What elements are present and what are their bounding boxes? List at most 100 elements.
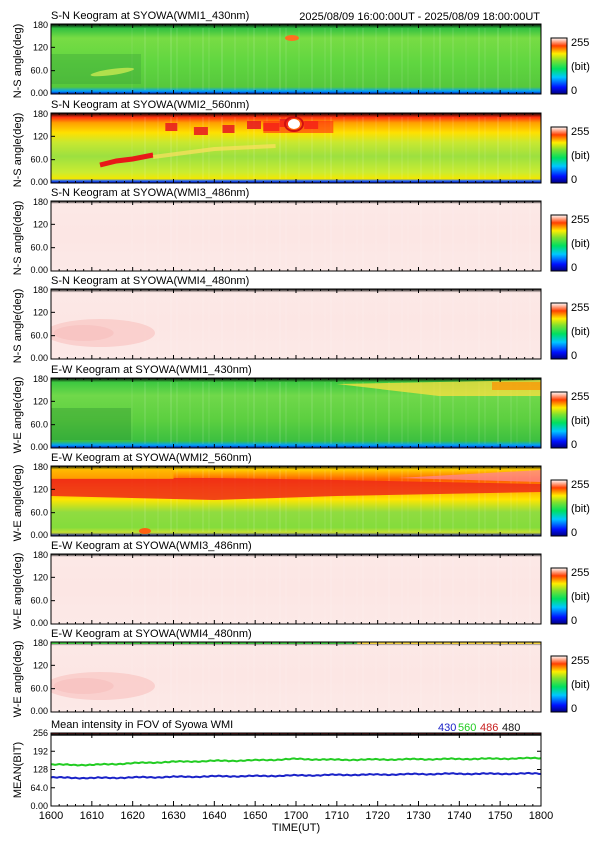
ytick-label: 120	[33, 131, 48, 141]
panel-title: S-N Keogram at SYOWA(WMI4_480nm)	[51, 275, 249, 287]
ytick-label: 60.0	[30, 66, 48, 76]
ytick-label: 120	[33, 484, 48, 494]
ytick-label: 60.0	[30, 420, 48, 430]
colorbar-max-label: 255	[571, 214, 589, 226]
colorbar-min-label: 0	[571, 527, 577, 539]
colorbar-min-label: 0	[571, 174, 577, 186]
keogram-panel-6: E-W Keogram at SYOWA(WMI2_560nm)180 120 60…	[12, 452, 590, 541]
colorbar-min-label: 0	[571, 262, 577, 274]
ytick-label: 180	[33, 197, 48, 207]
ytick-label: 0.00	[30, 177, 48, 187]
colorbar: 255 (bit) 0	[550, 126, 590, 186]
xtick-label: 1640	[202, 810, 226, 822]
xtick-label: 1630	[161, 810, 185, 822]
y-axis-label: N-S angle(deg)	[12, 24, 24, 99]
colorbar-min-label: 0	[571, 85, 577, 97]
colorbar-max-label: 255	[571, 567, 589, 579]
ytick-label: 120	[33, 219, 48, 229]
ytick-label: 180	[33, 20, 48, 30]
y-axis-label: N-S angle(deg)	[12, 201, 24, 276]
ytick-label: 60.0	[30, 508, 48, 518]
xtick-label: 1650	[243, 810, 267, 822]
colorbar: 255 (bit) 0	[550, 302, 590, 362]
colorbar: 255 (bit) 0	[550, 391, 590, 451]
colorbar: 255 (bit) 0	[550, 214, 590, 274]
ytick-label: 0.00	[30, 530, 48, 540]
chart-y-axis-label: MEAN(BIT)	[12, 742, 24, 798]
colorbar-max-label: 255	[571, 655, 589, 667]
colorbar: 255 (bit) 0	[550, 567, 590, 627]
legend-entry-430: 430	[438, 722, 456, 734]
time-range-label: 2025/08/09 16:00:00UT - 2025/08/09 18:00…	[299, 11, 540, 23]
xtick-label: 1720	[365, 810, 389, 822]
panel-title: E-W Keogram at SYOWA(WMI1_430nm)	[51, 364, 252, 376]
ytick-label: 60.0	[30, 155, 48, 165]
xtick-label: 1800	[529, 810, 553, 822]
panel-title: E-W Keogram at SYOWA(WMI2_560nm)	[51, 452, 252, 464]
colorbar-unit-label: (bit)	[571, 61, 590, 73]
ytick-label: 120	[33, 42, 48, 52]
ytick-label: 120	[33, 572, 48, 582]
keogram-panel-7: E-W Keogram at SYOWA(WMI3_486nm)180 120 60…	[12, 540, 590, 629]
ytick-label: 180	[33, 374, 48, 384]
ytick-label: 60.0	[30, 596, 48, 606]
ytick-label: 180	[33, 109, 48, 119]
colorbar-unit-label: (bit)	[571, 326, 590, 338]
colorbar-min-label: 0	[571, 350, 577, 362]
x-axis-label: TIME(UT)	[272, 822, 320, 834]
colorbar-unit-label: (bit)	[571, 150, 590, 162]
panel-title: S-N Keogram at SYOWA(WMI1_430nm)	[51, 10, 249, 22]
y-axis-label: W-E angle(deg)	[12, 553, 24, 630]
colorbar-min-label: 0	[571, 439, 577, 451]
colorbar-min-label: 0	[571, 615, 577, 627]
colorbar: 255 (bit) 0	[550, 479, 590, 539]
colorbar-unit-label: (bit)	[571, 503, 590, 515]
xtick-label: 1710	[325, 810, 349, 822]
chart-ytick-label: 64.0	[30, 783, 48, 793]
ytick-label: 180	[33, 285, 48, 295]
keogram-panel-3: S-N Keogram at SYOWA(WMI3_486nm)180 120 60…	[12, 187, 590, 275]
ytick-label: 0.00	[30, 442, 48, 452]
colorbar: 255 (bit) 0	[550, 655, 590, 715]
colorbar-unit-label: (bit)	[571, 415, 590, 427]
ytick-label: 120	[33, 396, 48, 406]
chart-ytick-label: 128	[33, 765, 48, 775]
legend-entry-480: 480	[502, 722, 520, 734]
colorbar-max-label: 255	[571, 302, 589, 314]
ytick-label: 0.00	[30, 618, 48, 628]
series-line-430	[50, 771, 542, 780]
xtick-label: 1750	[488, 810, 512, 822]
xtick-label: 1700	[284, 810, 308, 822]
ytick-label: 60.0	[30, 243, 48, 253]
keogram-panel-2: S-N Keogram at SYOWA(WMI2_560nm)180 120 60…	[12, 99, 590, 187]
y-axis-label: W-E angle(deg)	[12, 465, 24, 542]
panel-title: S-N Keogram at SYOWA(WMI2_560nm)	[51, 99, 249, 111]
mean-intensity-chart: Mean intensity in FOV of Syowa WMI 430 560…	[12, 719, 553, 834]
colorbar-max-label: 255	[571, 479, 589, 491]
ytick-label: 60.0	[30, 684, 48, 694]
xtick-label: 1610	[80, 810, 104, 822]
xtick-label: 1730	[406, 810, 430, 822]
ytick-label: 120	[33, 307, 48, 317]
colorbar-min-label: 0	[571, 703, 577, 715]
panel-title: S-N Keogram at SYOWA(WMI3_486nm)	[51, 187, 249, 199]
ytick-label: 180	[33, 550, 48, 560]
xtick-label: 1740	[447, 810, 471, 822]
chart-title: Mean intensity in FOV of Syowa WMI	[51, 719, 233, 731]
colorbar-unit-label: (bit)	[571, 679, 590, 691]
keogram-panel-4: S-N Keogram at SYOWA(WMI4_480nm)180 120 60…	[12, 275, 590, 363]
chart-ytick-label: 256	[33, 728, 48, 738]
y-axis-label: W-E angle(deg)	[12, 377, 24, 454]
chart-ytick-label: 192	[33, 746, 48, 756]
ytick-label: 0.00	[30, 88, 48, 98]
ytick-label: 120	[33, 660, 48, 670]
keogram-panels: S-N Keogram at SYOWA(WMI1_430nm)18012060…	[12, 10, 590, 717]
keogram-panel-5: E-W Keogram at SYOWA(WMI1_430nm)180 120 60…	[12, 364, 590, 453]
xtick-label: 1600	[39, 810, 63, 822]
ytick-label: 0.00	[30, 706, 48, 716]
xtick-label: 1620	[120, 810, 144, 822]
y-axis-label: W-E angle(deg)	[12, 641, 24, 718]
keogram-panel-1: S-N Keogram at SYOWA(WMI1_430nm)180 120 60…	[12, 10, 590, 98]
panel-title: E-W Keogram at SYOWA(WMI3_486nm)	[51, 540, 252, 552]
